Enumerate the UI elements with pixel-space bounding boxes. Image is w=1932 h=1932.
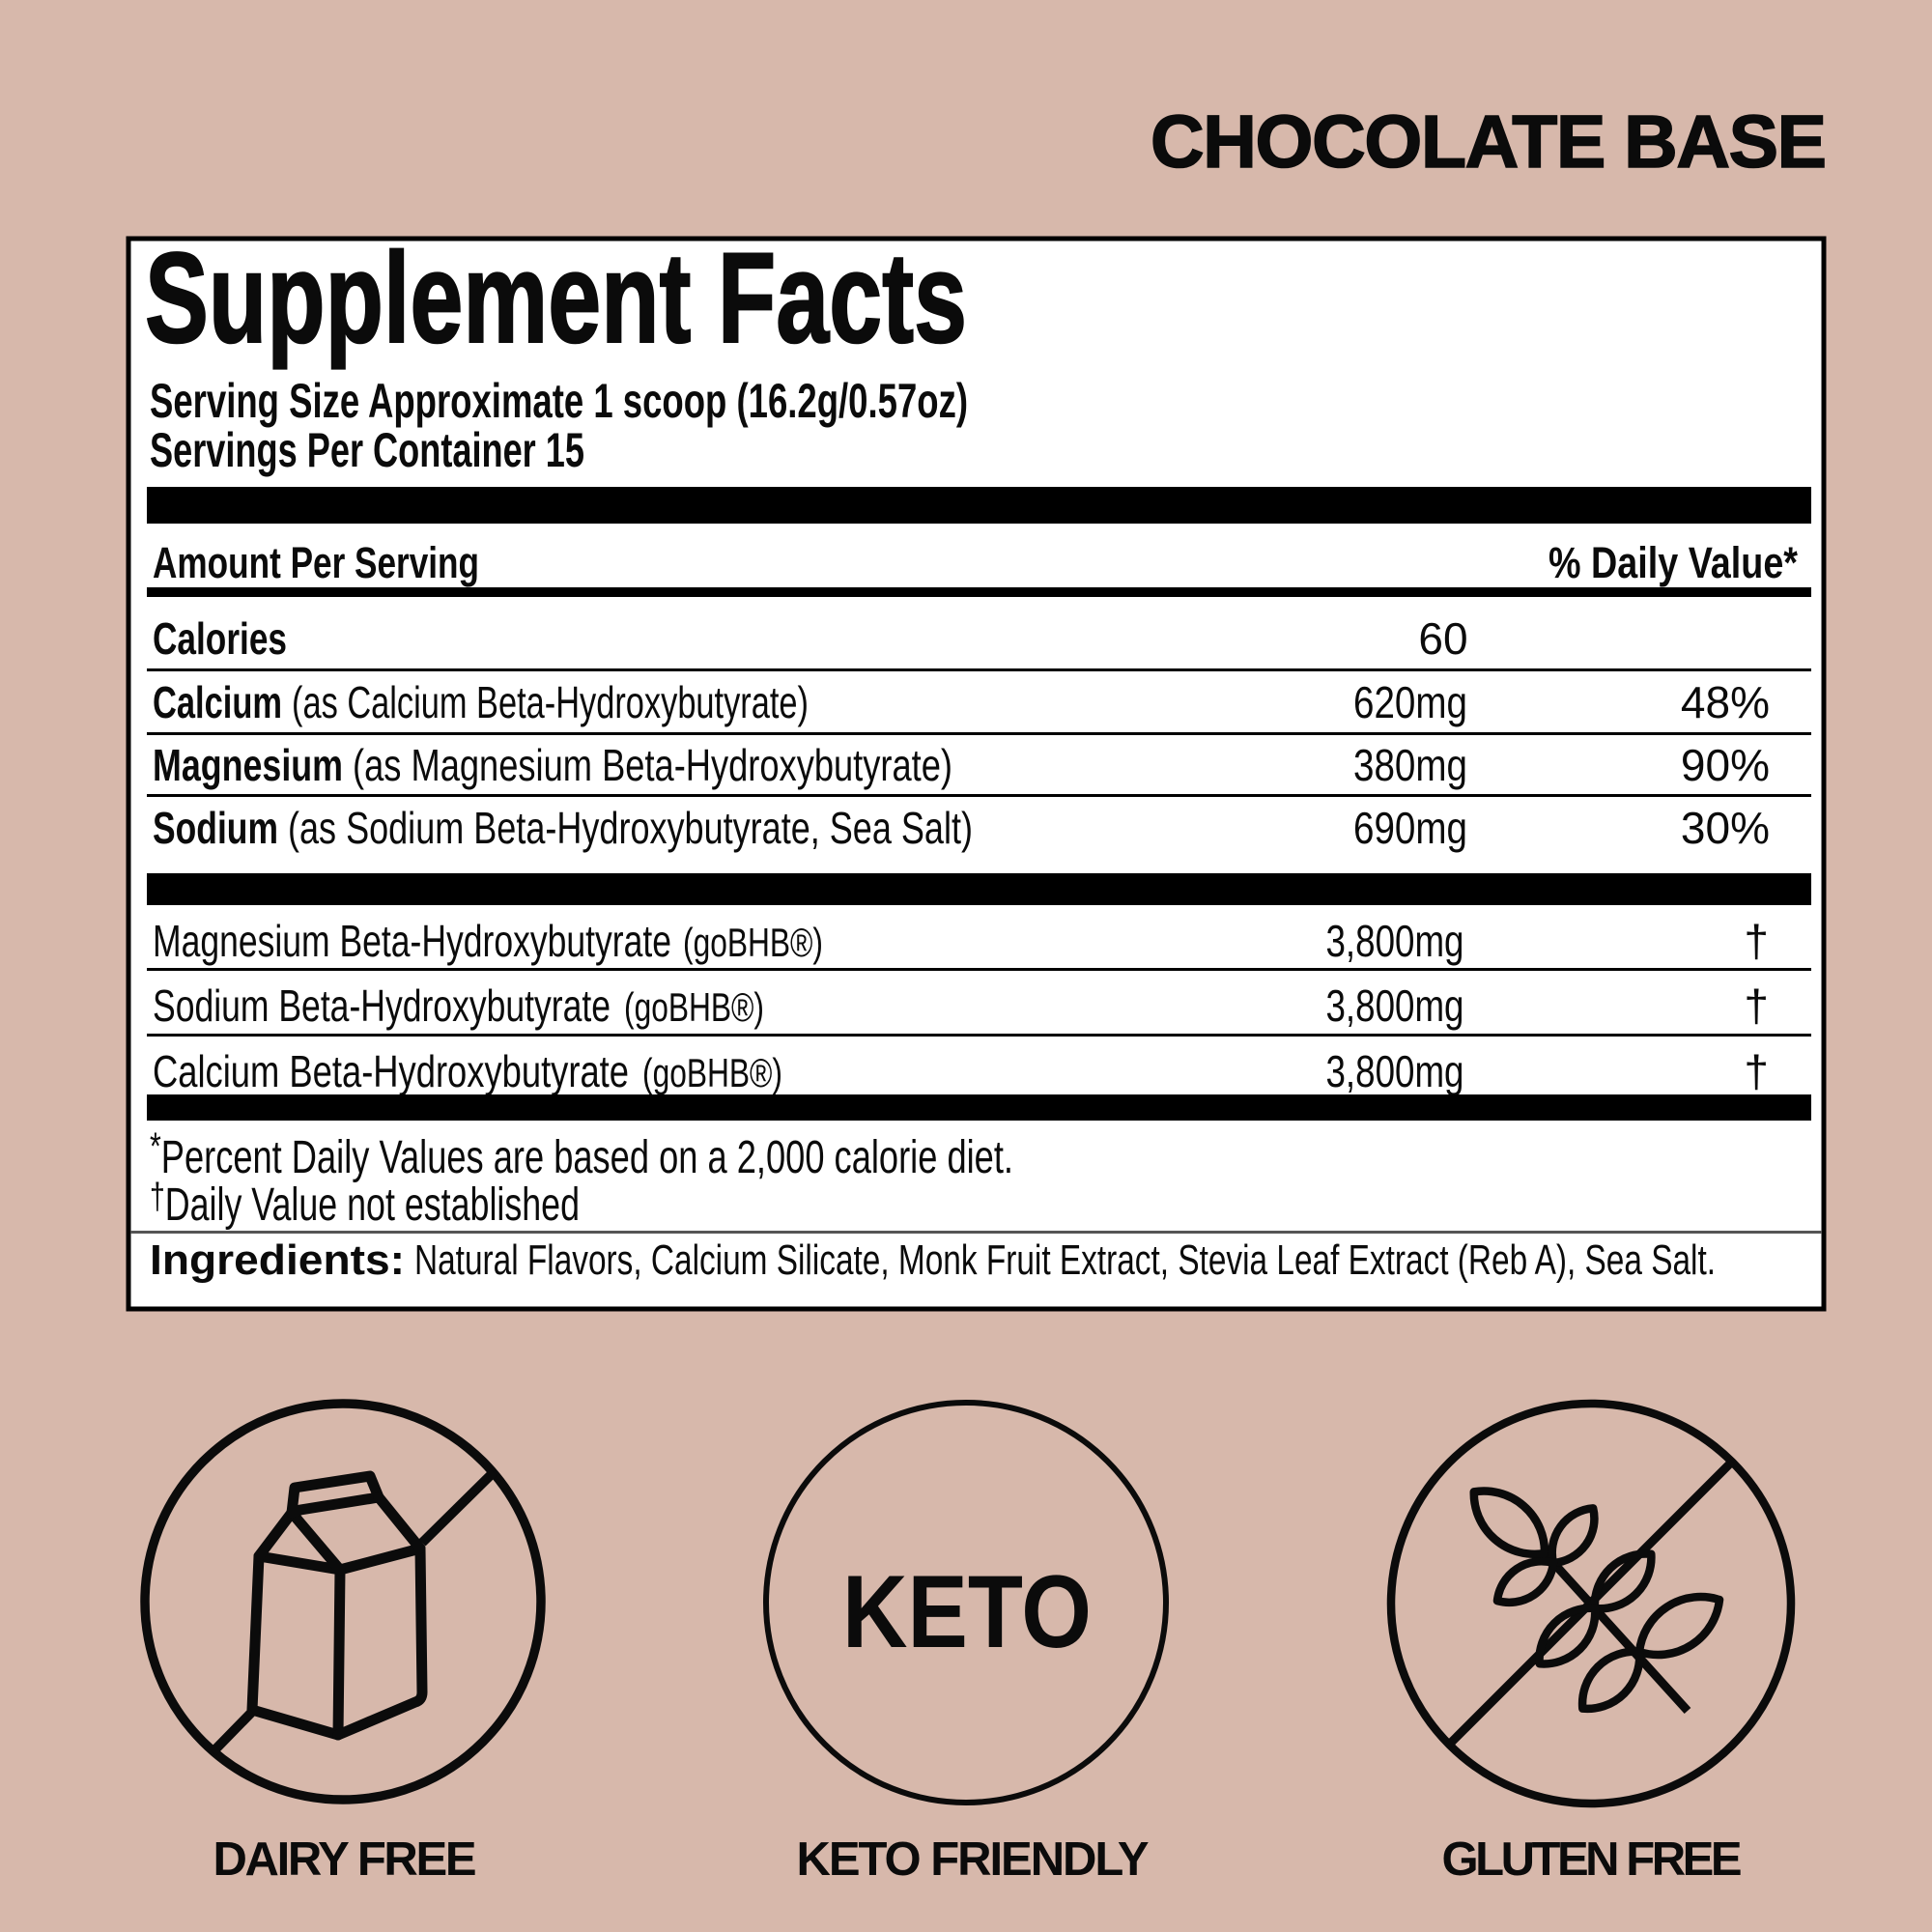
svg-text:Amount Per Serving: Amount Per Serving [153, 538, 479, 587]
svg-text:DAIRY FREE: DAIRY FREE [213, 1833, 477, 1886]
svg-text:90%: 90% [1681, 740, 1770, 790]
svg-text:Calories: Calories [153, 613, 287, 664]
svg-text:(as Magnesium Beta-Hydroxybuty: (as Magnesium Beta-Hydroxybutyrate) [353, 740, 952, 790]
svg-text:KETO FRIENDLY: KETO FRIENDLY [797, 1833, 1150, 1886]
svg-text:KETO: KETO [842, 1553, 1092, 1669]
svg-text:(goBHB®): (goBHB®) [624, 984, 764, 1030]
svg-text:Calcium Beta-Hydroxybutyrate: Calcium Beta-Hydroxybutyrate [153, 1046, 629, 1096]
svg-text:690mg: 690mg [1353, 803, 1467, 853]
svg-text:Magnesium: Magnesium [153, 740, 343, 790]
svg-text:GLUTEN FREE: GLUTEN FREE [1442, 1833, 1743, 1886]
svg-text:(as Calcium Beta-Hydroxybutyra: (as Calcium Beta-Hydroxybutyrate) [292, 677, 809, 727]
svg-text:30%: 30% [1681, 803, 1770, 853]
svg-text:Calcium: Calcium [153, 677, 282, 727]
svg-text:380mg: 380mg [1353, 740, 1467, 790]
svg-text:CHOCOLATE BASE: CHOCOLATE BASE [1151, 100, 1827, 184]
svg-text:(as Sodium Beta-Hydroxybutyrat: (as Sodium Beta-Hydroxybutyrate, Sea Sal… [288, 803, 973, 853]
svg-text:†: † [1744, 916, 1769, 966]
svg-text:60: 60 [1418, 613, 1467, 664]
svg-text:3,800mg: 3,800mg [1326, 1046, 1464, 1096]
svg-text:†: † [1744, 1046, 1769, 1096]
svg-text:Natural Flavors, Calcium Silic: Natural Flavors, Calcium Silicate, Monk … [414, 1236, 1716, 1284]
svg-text:620mg: 620mg [1353, 677, 1467, 727]
svg-text:Supplement Facts: Supplement Facts [145, 227, 967, 370]
svg-text:Sodium Beta-Hydroxybutyrate: Sodium Beta-Hydroxybutyrate [153, 980, 611, 1031]
svg-text:(goBHB®): (goBHB®) [683, 920, 823, 965]
svg-text:Serving Size Approximate 1 sco: Serving Size Approximate 1 scoop (16.2g/… [150, 374, 968, 428]
svg-text:48%: 48% [1681, 677, 1770, 727]
svg-text:3,800mg: 3,800mg [1326, 980, 1464, 1031]
svg-text:% Daily Value*: % Daily Value* [1548, 538, 1798, 587]
svg-text:Servings Per Container 15: Servings Per Container 15 [150, 423, 584, 477]
svg-text:Magnesium Beta-Hydroxybutyrate: Magnesium Beta-Hydroxybutyrate [153, 916, 671, 966]
svg-text:3,800mg: 3,800mg [1326, 916, 1464, 966]
svg-text:†Daily Value not established: †Daily Value not established [150, 1177, 580, 1231]
svg-text:*Percent Daily Values are base: *Percent Daily Values are based on a 2,0… [150, 1125, 1013, 1183]
svg-text:Sodium: Sodium [153, 803, 278, 853]
svg-text:†: † [1744, 980, 1769, 1031]
svg-text:Ingredients:: Ingredients: [150, 1236, 405, 1284]
svg-text:(goBHB®): (goBHB®) [642, 1050, 782, 1095]
